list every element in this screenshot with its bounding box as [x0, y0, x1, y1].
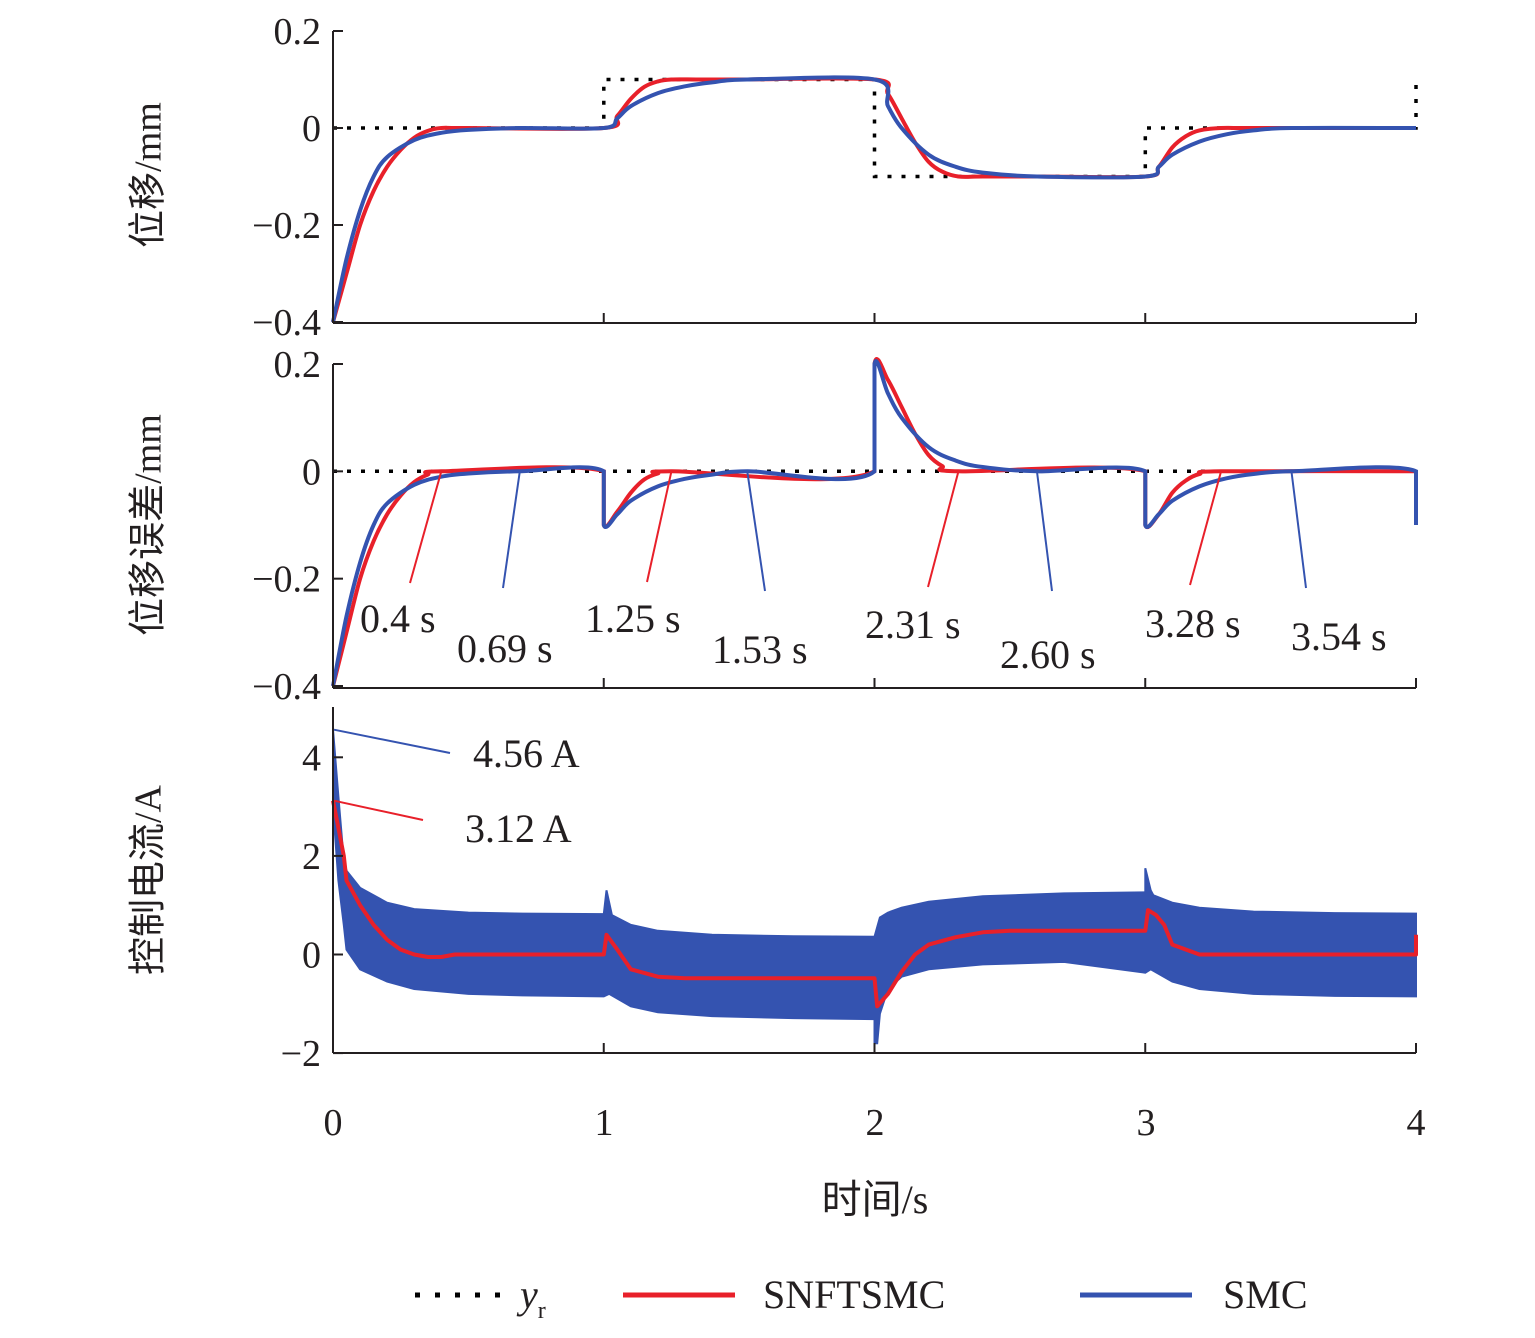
annotation-label-5: 2.60 s [1000, 632, 1096, 677]
panel3-ytick-label-2: 0 [302, 935, 321, 977]
ylabel-displacement-error: 位移误差/mm [128, 414, 170, 636]
annotation-leader-5 [1035, 471, 1053, 592]
panel2-ytick-label-3: −0.4 [252, 666, 321, 708]
annotation-label-0: 0.4 s [360, 596, 436, 641]
annotation-leader-3 [746, 471, 766, 592]
panel1-ytick-label-3: −0.4 [252, 302, 321, 344]
xtick-label-4: 4 [1407, 1102, 1426, 1144]
annotation-leader-4 [927, 471, 960, 588]
panel1-ytick-label-0: 0.2 [274, 11, 322, 53]
ylabel-control-current: 控制电流/A [128, 784, 170, 975]
panel1-ytick-label-1: 0 [302, 108, 321, 150]
panel2-smc-line [331, 359, 1418, 687]
panel2-ytick-label-0: 0.2 [274, 344, 322, 386]
legend: yr SNFTSMC SMC [415, 1272, 1308, 1324]
legend-yr-label: yr [516, 1272, 546, 1324]
xtick-label-3: 3 [1137, 1102, 1156, 1144]
panel3-ytick-label-1: 2 [302, 836, 321, 878]
legend-smc-label: SMC [1223, 1272, 1308, 1317]
ylabel-displacement: 位移/mm [128, 102, 170, 248]
annotation-label-6: 3.28 s [1145, 601, 1241, 646]
panel3-snftsmc-line [331, 800, 1418, 1009]
panel1-smc-line [331, 75, 1417, 323]
annotation-label-1: 0.69 s [457, 626, 553, 671]
panel2-ytick-label-1: 0 [302, 451, 321, 493]
panel3-ytick-label-0: 4 [302, 737, 321, 779]
xtick-label-2: 2 [866, 1102, 885, 1144]
panel3-ytick-label-3: −2 [281, 1033, 321, 1075]
current-annotation-label-1: 3.12 A [465, 806, 572, 851]
annotation-label-2: 1.25 s [585, 596, 681, 641]
panel1-ytick-label-2: −0.2 [252, 205, 321, 247]
annotation-leader-2 [646, 471, 673, 583]
line-layer: 0.4 s 0.69 s 1.25 s 1.53 s 2.31 s 2.60 s 3.28 … [331, 75, 1418, 1009]
annotation-leader-7 [1290, 471, 1307, 589]
panel1-snftsmc-line [331, 76, 1416, 323]
panel1-yr-line [333, 77, 1418, 179]
annotation-label-7: 3.54 s [1291, 614, 1387, 659]
annotation-leader-1 [502, 471, 521, 589]
annotation-leader-6 [1189, 471, 1223, 586]
annotation-label-3: 1.53 s [712, 627, 808, 672]
xtick-label-1: 1 [595, 1102, 614, 1144]
current-annotation-leader-0 [333, 728, 451, 754]
current-annotation-label-0: 4.56 A [473, 731, 580, 776]
legend-yr-subscript: r [538, 1298, 546, 1324]
annotation-leader-0 [409, 471, 443, 584]
xlabel: 时间/s [822, 1177, 929, 1222]
legend-snftsmc-label: SNFTSMC [763, 1272, 945, 1317]
annotation-label-4: 2.31 s [865, 602, 961, 647]
panel2-ytick-label-2: −0.2 [252, 559, 321, 601]
current-annotation-leader-1 [333, 799, 424, 821]
xtick-label-0: 0 [324, 1102, 343, 1144]
